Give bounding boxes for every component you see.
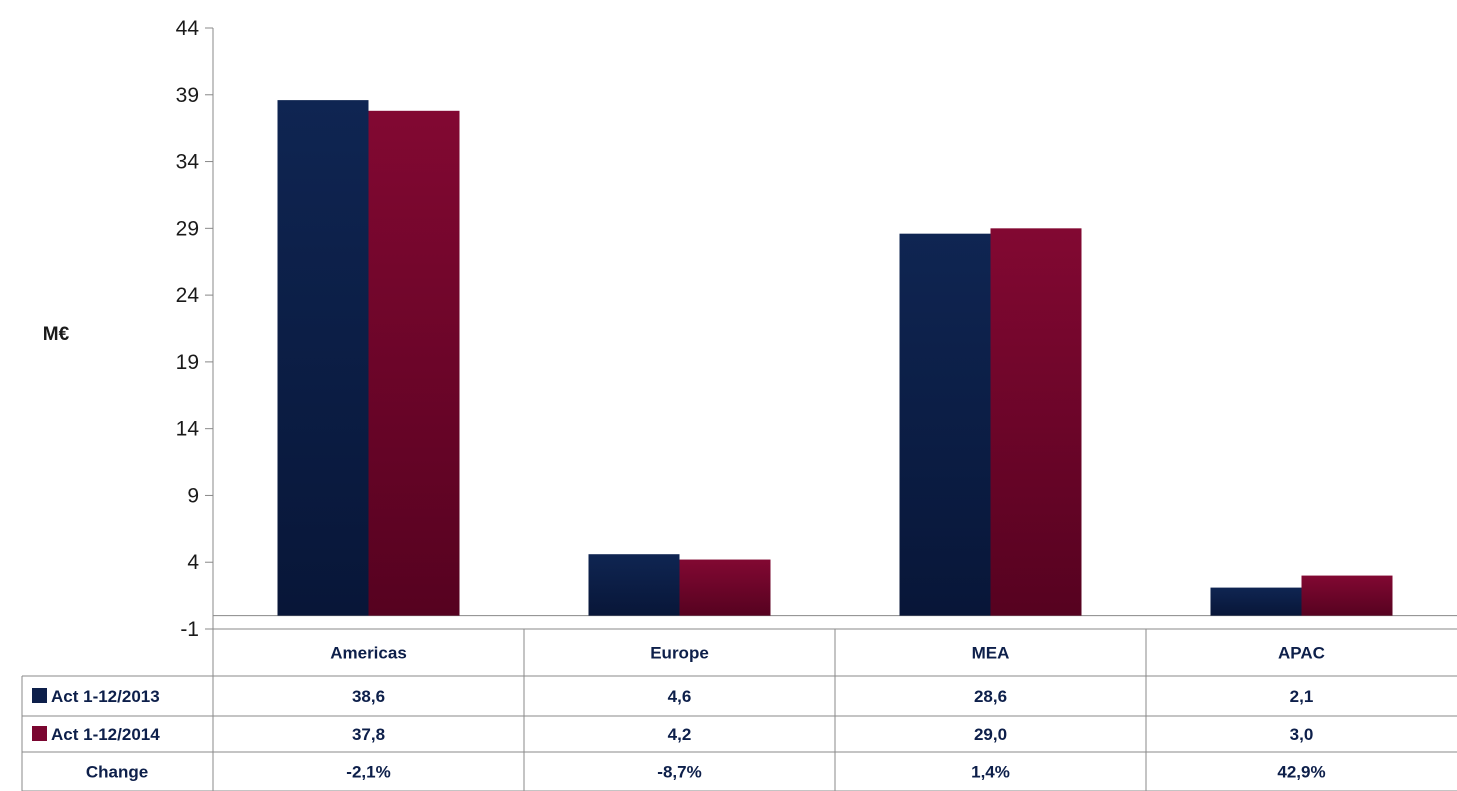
data-label: 29,0 xyxy=(974,725,1007,744)
change-value: -8,7% xyxy=(657,763,701,782)
bar-americas-2014 xyxy=(368,110,460,616)
data-label: 37,8 xyxy=(352,725,385,744)
change-value: -2,1% xyxy=(346,763,390,782)
y-tick-label: -1 xyxy=(180,618,199,641)
change-row-label: Change xyxy=(86,763,148,782)
bar-europe-2014 xyxy=(679,559,771,616)
category-label: MEA xyxy=(972,644,1010,663)
category-label: Americas xyxy=(330,644,407,663)
y-tick-label: 9 xyxy=(187,484,199,507)
y-tick-label: 24 xyxy=(176,284,200,307)
y-tick-label: 19 xyxy=(176,351,199,374)
data-label: 28,6 xyxy=(974,687,1007,706)
y-tick-label: 44 xyxy=(176,17,200,40)
bar-apac-2014 xyxy=(1301,575,1393,616)
y-tick-label: 34 xyxy=(176,151,200,174)
y-tick-label: 39 xyxy=(176,84,199,107)
bar-americas-2013 xyxy=(277,100,369,616)
bar-apac-2013 xyxy=(1210,587,1302,616)
bar-mea-2014 xyxy=(990,228,1082,616)
bar-europe-2013 xyxy=(588,554,680,616)
legend-label: Act 1-12/2014 xyxy=(51,725,160,744)
category-label: Europe xyxy=(650,644,709,663)
legend-swatch xyxy=(32,688,47,703)
legend-label: Act 1-12/2013 xyxy=(51,687,160,706)
bar-mea-2013 xyxy=(899,233,991,616)
data-label: 3,0 xyxy=(1290,725,1314,744)
data-table: Americas Europe MEA APAC Act 1-12/2013 38,6 4,… xyxy=(21,628,1457,791)
data-label: 4,2 xyxy=(668,725,692,744)
legend-swatch xyxy=(32,726,47,741)
category-label: APAC xyxy=(1278,644,1325,663)
y-axis: -1 4 9 14 19 24 29 34 39 44 xyxy=(176,17,1457,641)
data-label: 4,6 xyxy=(668,687,692,706)
data-label: 2,1 xyxy=(1290,687,1314,706)
change-value: 1,4% xyxy=(971,763,1010,782)
change-value: 42,9% xyxy=(1277,763,1325,782)
y-tick-label: 14 xyxy=(176,418,200,441)
data-label: 38,6 xyxy=(352,687,385,706)
y-axis-label: M€ xyxy=(43,324,70,345)
bars xyxy=(277,100,1393,616)
y-tick-label: 4 xyxy=(187,551,199,574)
y-tick-label: 29 xyxy=(176,217,199,240)
